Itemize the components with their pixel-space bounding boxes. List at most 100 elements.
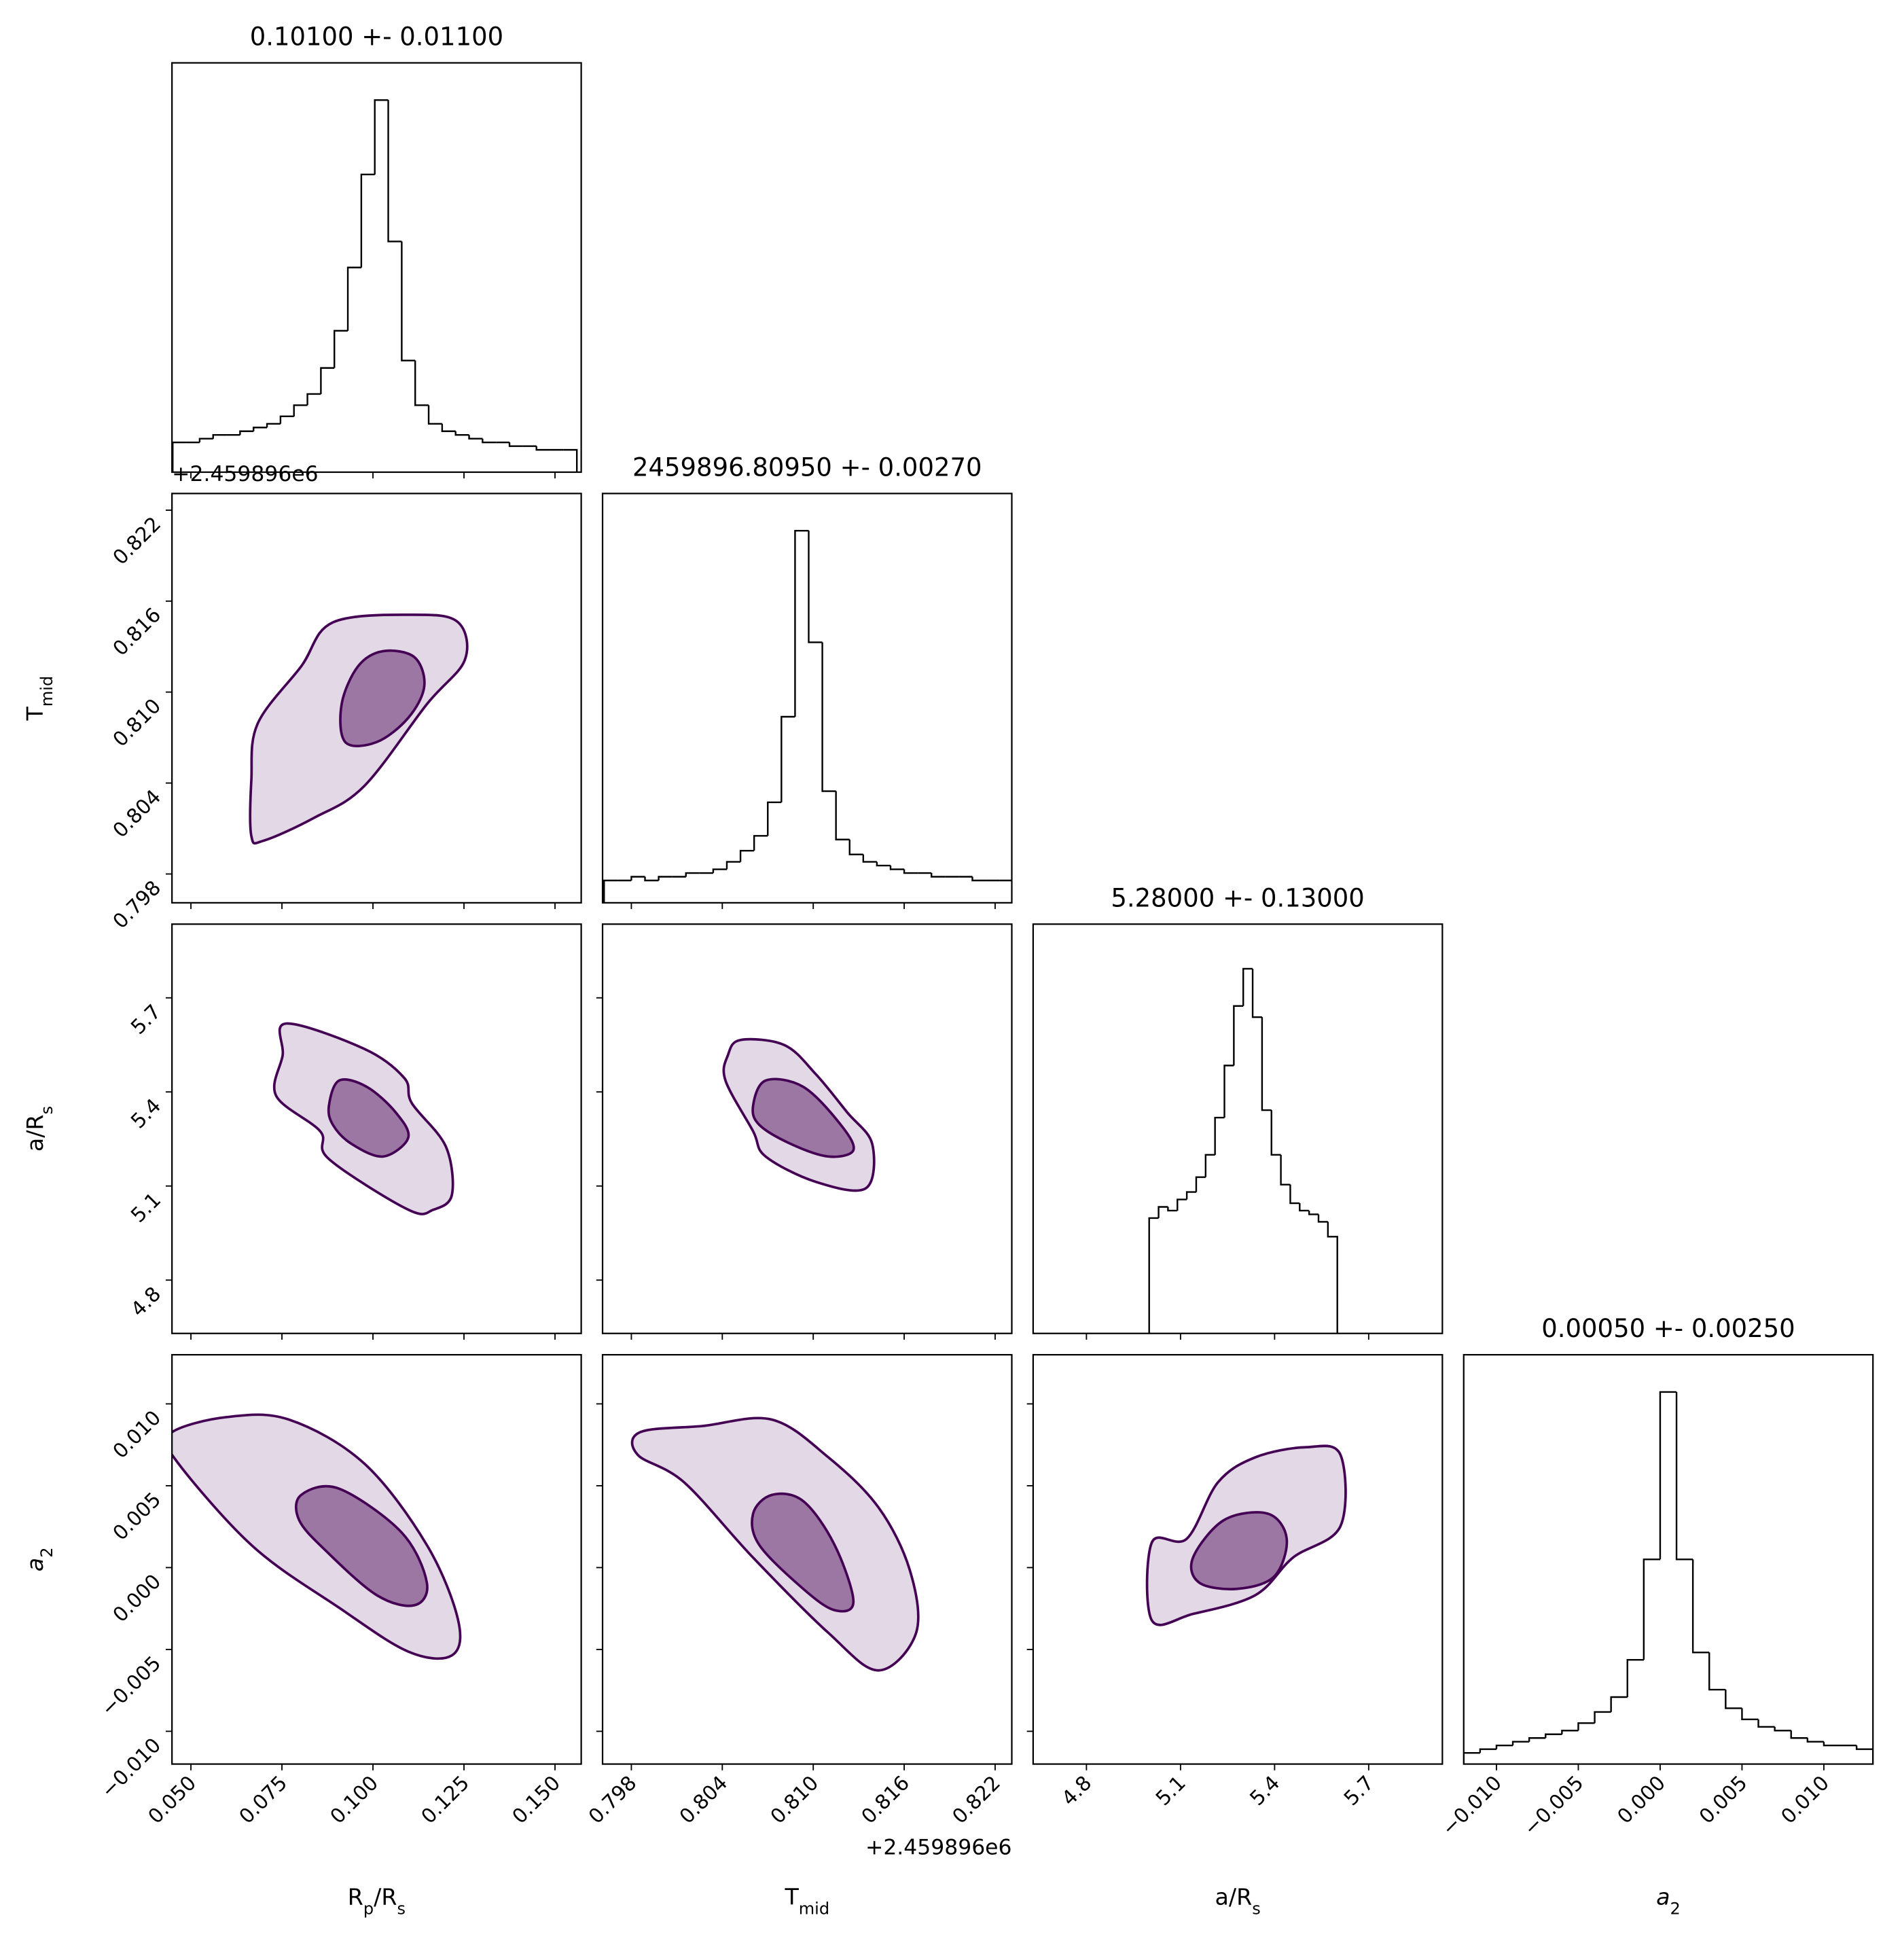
histogram-bin: [1299, 1203, 1310, 1212]
histogram-bin: [212, 434, 227, 439]
y-tick-label: 5.7: [126, 1000, 165, 1039]
panel-frame: [171, 493, 582, 904]
y-tick-label: 5.1: [126, 1188, 165, 1227]
histogram-bin: [848, 839, 863, 855]
y-offset-text: +2.459896e6: [172, 462, 318, 486]
x-tick-label: −0.005: [1519, 1771, 1588, 1840]
x-tick-label: 0.810: [766, 1771, 823, 1828]
histogram-bin: [360, 173, 375, 268]
y-tick-label: 4.8: [126, 1282, 165, 1321]
histogram-bin: [644, 876, 659, 882]
histogram-bin: [1158, 1206, 1168, 1218]
histogram-bin: [414, 360, 429, 406]
histogram-bin: [862, 854, 877, 863]
histogram-bin: [253, 427, 268, 431]
histogram-bin: [387, 100, 402, 243]
contour: [722, 1037, 876, 1192]
histogram-bin: [794, 529, 809, 717]
panel-frame: [1032, 1354, 1443, 1765]
contour: [751, 1077, 855, 1158]
histogram-bin: [374, 99, 389, 175]
histogram-bin: [1308, 1210, 1319, 1215]
x-tick-label: 0.050: [143, 1771, 200, 1828]
x-tick-label: 0.075: [234, 1771, 291, 1828]
panel-frame: [601, 923, 1013, 1334]
histogram-bin: [1774, 1726, 1791, 1732]
histogram-bin: [712, 868, 728, 874]
histogram-bin: [1675, 1391, 1693, 1561]
x-tick-label: 0.804: [675, 1771, 732, 1828]
axis-label: Rp/Rs: [348, 1884, 406, 1919]
histogram-bin: [1561, 1730, 1579, 1734]
contour: [294, 1484, 429, 1607]
axis-label-part: mid: [37, 676, 56, 707]
axis-label-part: T: [22, 706, 48, 721]
histogram-bin: [767, 801, 782, 836]
histogram-bin: [1495, 1744, 1513, 1749]
contour: [172, 1413, 462, 1660]
histogram-bin: [808, 531, 823, 643]
axis-label-part: a/R: [22, 1114, 48, 1152]
histogram-bin: [293, 404, 308, 416]
y-tick-label: 0.005: [108, 1488, 165, 1545]
panel: [249, 613, 469, 845]
histogram-bin: [1790, 1730, 1808, 1739]
histogram-bin: [454, 431, 469, 436]
histogram-bin: [1261, 1017, 1272, 1111]
y-tick-label: 0.798: [108, 876, 165, 933]
panel: [172, 1413, 462, 1660]
histogram-bin: [1610, 1696, 1628, 1712]
histogram-bin: [821, 642, 836, 792]
axis-label-part: a: [1656, 1884, 1670, 1910]
histogram-bin: [1317, 1214, 1328, 1223]
panel-title: 0.10100 +- 0.01100: [250, 22, 503, 52]
histogram-bin: [1626, 1659, 1644, 1697]
x-tick-label: 0.010: [1776, 1771, 1833, 1828]
contour: [327, 1078, 410, 1158]
contour: [1189, 1511, 1289, 1590]
panel: [1145, 1444, 1347, 1626]
histogram-bin: [1806, 1738, 1824, 1743]
panel: [722, 1037, 876, 1192]
panel-frame: [601, 1354, 1013, 1765]
x-tick-label: 0.100: [325, 1771, 382, 1828]
x-tick-label: 0.822: [948, 1771, 1005, 1828]
x-offset-text: +2.459896e6: [865, 1836, 1011, 1860]
histogram-bin: [1242, 967, 1253, 1006]
histogram-bin: [835, 791, 850, 840]
histogram-bin: [1280, 1154, 1291, 1186]
histogram-bin: [753, 835, 768, 851]
axis-label: a2: [1656, 1884, 1681, 1919]
histogram-bin: [876, 861, 891, 867]
x-tick-label: 4.8: [1057, 1771, 1096, 1810]
axis-label-part: 2: [1670, 1900, 1681, 1919]
axis-label: a/Rs: [1215, 1884, 1261, 1919]
histogram-bin: [427, 405, 442, 425]
contour: [630, 1416, 920, 1672]
x-tick-label: 0.150: [507, 1771, 564, 1828]
histogram-bin: [1463, 1751, 1480, 1764]
panel: [630, 1416, 920, 1672]
axis-label: a2: [22, 1548, 56, 1572]
panel-frame: [171, 1354, 582, 1765]
histogram-bin: [535, 446, 550, 451]
y-tick-label: −0.010: [96, 1733, 165, 1802]
axis-label: Tmid: [784, 1884, 829, 1919]
panel: [172, 99, 578, 472]
panel-title: 2459896.80950 +- 0.00270: [632, 453, 982, 482]
histogram-bin: [563, 448, 578, 472]
x-tick-label: 5.7: [1340, 1771, 1378, 1810]
histogram-bin: [1177, 1198, 1187, 1211]
axis-label-part: /R: [374, 1884, 397, 1910]
axis-label-part: T: [784, 1884, 799, 1910]
histogram-bin: [1327, 1222, 1338, 1334]
panel-title: 5.28000 +- 0.13000: [1111, 883, 1364, 912]
histogram-bin: [1577, 1722, 1595, 1731]
histogram-bin: [999, 879, 1012, 882]
axis-label-part: a/R: [1215, 1884, 1253, 1910]
panel: [272, 1022, 454, 1215]
histogram-bin: [1757, 1719, 1775, 1728]
panel-frame: [1032, 923, 1443, 1334]
y-tick-label: 0.810: [108, 694, 165, 751]
